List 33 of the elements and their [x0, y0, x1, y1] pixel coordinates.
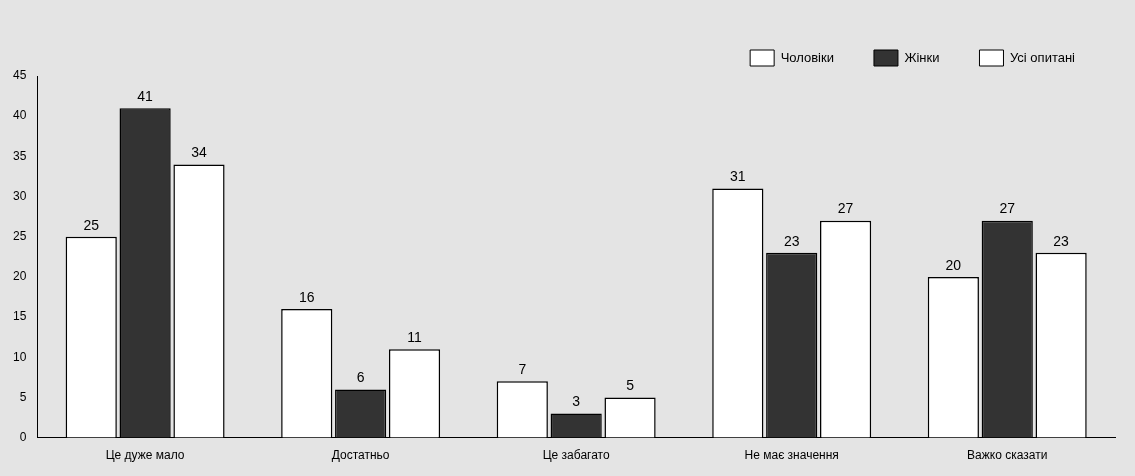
x-tick-label: Достатньо	[331, 448, 390, 463]
data-label: 7	[518, 361, 527, 378]
y-tick-label: 30	[12, 188, 27, 203]
legend-label: Жінки	[904, 49, 940, 65]
x-tick-label: Це забагато	[542, 448, 610, 463]
y-tick-label: 45	[12, 68, 27, 83]
y-tick-label: 40	[12, 108, 27, 123]
data-label: 6	[356, 369, 365, 386]
data-label: 34	[191, 144, 207, 161]
y-tick-label: 20	[12, 269, 27, 284]
y-tick-label: 35	[12, 148, 27, 163]
data-label: 31	[730, 168, 746, 185]
data-label: 41	[137, 88, 154, 104]
data-label: 27	[999, 200, 1016, 217]
data-label: 25	[83, 216, 100, 233]
y-tick-label: 10	[12, 349, 27, 364]
data-label: 16	[298, 288, 315, 305]
y-tick-label: 5	[19, 389, 27, 404]
x-tick-label: Важко сказати	[967, 448, 1048, 463]
legend-label: Усі опитані	[1009, 49, 1076, 65]
data-label: 20	[945, 256, 962, 273]
y-tick-label: 15	[12, 309, 27, 324]
data-label: 23	[1053, 232, 1070, 249]
data-label: 27	[837, 200, 854, 217]
y-tick-label: 25	[12, 229, 27, 244]
data-label: 23	[783, 232, 800, 249]
legend-label: Чоловіки	[780, 49, 834, 65]
data-label: 11	[407, 329, 422, 346]
x-tick-label: Це дуже мало	[105, 448, 185, 463]
data-label: 3	[572, 393, 581, 410]
x-tick-label: Не має значення	[744, 448, 839, 463]
y-tick-label: 0	[19, 429, 27, 444]
data-label: 5	[626, 377, 635, 394]
